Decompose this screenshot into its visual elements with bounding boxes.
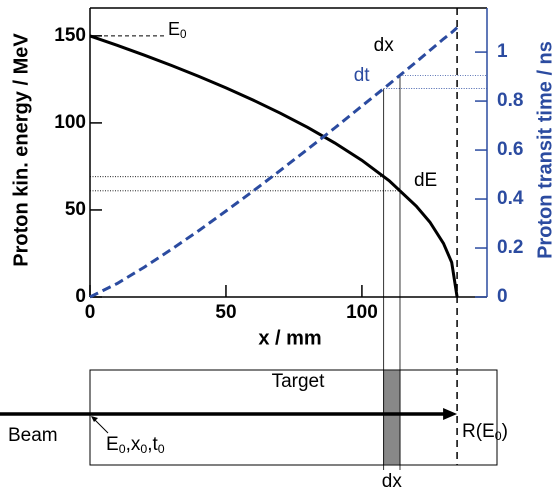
y2-tick-label: 0.2 xyxy=(497,237,523,258)
y2-tick-label: 0.8 xyxy=(497,90,523,111)
start-label-part: E xyxy=(106,434,119,455)
y-tick-label: 50 xyxy=(65,199,86,220)
y2-tick-label: 0.4 xyxy=(497,188,524,209)
start-label-part: 0 xyxy=(119,442,126,456)
y-axis-title: Proton kin. energy / MeV xyxy=(10,33,32,267)
x-tick-label: 100 xyxy=(346,302,378,323)
start-label: E0,x0,t0 xyxy=(106,434,165,456)
start-label-part: ,t xyxy=(147,434,158,455)
dx-bottom-label: dx xyxy=(382,471,403,492)
dx-slice xyxy=(383,369,401,466)
start-pointer-head xyxy=(91,416,98,422)
range-label-part: 0 xyxy=(495,429,502,443)
series-line xyxy=(89,26,459,299)
x-tick-label: 50 xyxy=(215,302,236,323)
e0-label: E0 xyxy=(168,19,187,41)
range-label: R(E0) xyxy=(462,421,508,443)
y-tick-label: 150 xyxy=(54,25,86,46)
beam-label: Beam xyxy=(8,425,58,446)
series-line xyxy=(89,34,459,298)
y-tick-label: 0 xyxy=(75,286,86,307)
range-label-part: R(E xyxy=(462,421,495,442)
target-label: Target xyxy=(272,371,326,392)
beam-arrowhead xyxy=(443,408,458,420)
x-tick-label: 0 xyxy=(85,302,96,323)
start-label-part: 0 xyxy=(158,442,165,456)
y2-axis-title: Proton transit time / ns xyxy=(534,41,556,259)
de-label: dE xyxy=(414,170,437,191)
target-box xyxy=(89,369,498,466)
e0-label-part: E xyxy=(168,19,180,39)
x-axis-title: x / mm xyxy=(258,327,321,349)
dx-label: dx xyxy=(374,35,395,56)
y2-tick-label: 0.6 xyxy=(497,139,523,160)
y-tick-label: 100 xyxy=(54,112,86,133)
dt-label: dt xyxy=(354,65,371,86)
start-label-part: 0 xyxy=(140,442,147,456)
start-label-part: ,x xyxy=(126,434,141,455)
range-label-part: ) xyxy=(502,421,508,442)
y2-tick-label: 0 xyxy=(497,286,508,307)
e0-label-part: 0 xyxy=(180,28,187,41)
y2-tick-label: 1 xyxy=(497,41,508,62)
